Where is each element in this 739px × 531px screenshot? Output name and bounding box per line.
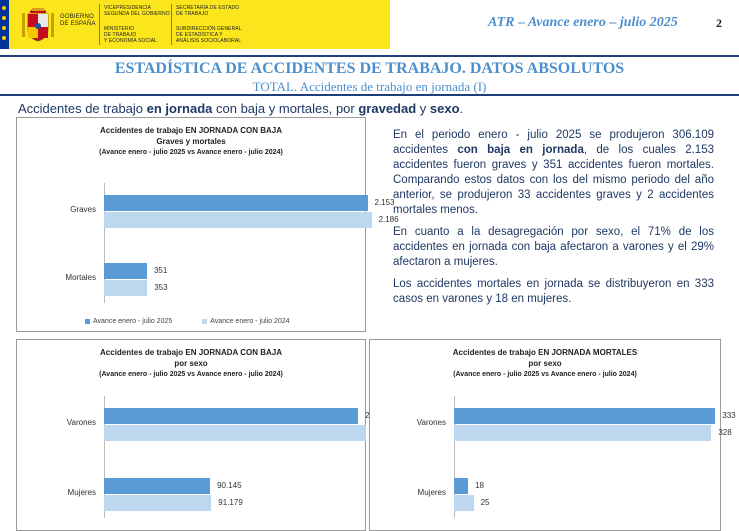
category-label: Mujeres bbox=[417, 488, 446, 497]
chart-period: (Avance enero - julio 2025 vs Avance ene… bbox=[99, 371, 283, 378]
summary-text-run: En el periodo enero - julio 2025 se prod… bbox=[393, 129, 714, 156]
gov-name: GOBIERNO DE ESPAÑA bbox=[60, 14, 96, 28]
data-label: 2.186 bbox=[378, 215, 399, 224]
heading-bold: gravedad bbox=[358, 101, 417, 116]
legend-swatch bbox=[202, 318, 208, 324]
data-label: 2.153 bbox=[374, 198, 395, 207]
subdireccion-label: SUBDIRECCIÓN GENERAL DE ESTADÍSTICA Y AN… bbox=[176, 26, 242, 44]
data-label: 328 bbox=[718, 428, 732, 437]
data-label: 18 bbox=[475, 481, 485, 490]
bar-2024 bbox=[454, 425, 712, 441]
bar-2024 bbox=[454, 495, 474, 511]
header-banner bbox=[0, 0, 390, 49]
chart-subtitle: por sexo bbox=[174, 359, 208, 368]
document-title: ATR – Avance enero – julio 2025 bbox=[488, 15, 678, 30]
heading-bold: en jornada bbox=[146, 101, 213, 116]
sub-title: TOTAL. Accidentes de trabajo en jornada … bbox=[252, 79, 487, 94]
gov-name-line: DE ESPAÑA bbox=[60, 21, 96, 27]
legend-label: Avance enero - julio 2025 bbox=[93, 318, 173, 325]
header-divider bbox=[99, 4, 100, 45]
vicepresidencia-label: VICEPRESIDENCIA SEGUNDA DEL GOBIERNO bbox=[104, 5, 170, 17]
heading-bold: sexo bbox=[429, 101, 460, 116]
legend-item: Avance enero - julio 2025 bbox=[85, 318, 172, 325]
secretaria-line: DE TRABAJO bbox=[176, 11, 209, 17]
summary-paragraph-1: En el periodo enero - julio 2025 se prod… bbox=[393, 128, 714, 218]
legend-label: Avance enero - julio 2024 bbox=[210, 318, 290, 325]
data-label: 353 bbox=[154, 283, 168, 292]
bar-2024 bbox=[104, 495, 212, 511]
eu-flag-strip bbox=[0, 0, 9, 49]
subdir-line: ANÁLISIS SOCIOLABORAL bbox=[176, 38, 242, 44]
bar-2024 bbox=[104, 280, 148, 296]
bar-2025 bbox=[454, 478, 469, 494]
secretaria-label: SECRETARÍA DE ESTADO DE TRABAJO bbox=[176, 5, 239, 17]
bar-2025 bbox=[104, 478, 211, 494]
chart-title-line: Accidentes de trabajo EN JORNADA CON BAJ… bbox=[100, 126, 282, 135]
heading-text: y bbox=[416, 101, 430, 116]
legend-item: Avance enero - julio 2024 bbox=[202, 318, 290, 325]
page-number: 2 bbox=[716, 16, 722, 30]
category-label: Varones bbox=[66, 418, 96, 427]
legend-swatch bbox=[85, 318, 90, 324]
summary-text: En el periodo enero - julio 2025 se prod… bbox=[393, 128, 714, 314]
data-label: 351 bbox=[153, 266, 168, 275]
coat-of-arms-icon bbox=[22, 8, 54, 42]
page-header: GOBIERNO DE ESPAÑA VICEPRESIDENCIA SEGUN… bbox=[0, 0, 739, 49]
chart-axis bbox=[454, 396, 455, 518]
data-label: 91.179 bbox=[218, 498, 243, 507]
bar-2024 bbox=[104, 212, 372, 228]
ministerio-line: DE TRABAJO bbox=[104, 32, 137, 38]
chart-subtitle: Graves y mortales bbox=[156, 137, 226, 146]
category-label: Mortales bbox=[65, 273, 96, 282]
main-title: ESTADÍSTICA DE ACCIDENTES DE TRABAJO. DA… bbox=[114, 60, 625, 77]
chart-legend: Avance enero - julio 2025 Avance enero - … bbox=[85, 318, 290, 325]
data-label: 25 bbox=[480, 498, 490, 507]
secretaria-line: SECRETARÍA DE ESTADO bbox=[176, 5, 240, 11]
bar-2025 bbox=[104, 408, 359, 424]
gov-name-line: GOBIERNO bbox=[60, 14, 94, 20]
summary-text-run: , de los cuales 2.153 accidentes fueron … bbox=[393, 144, 714, 216]
chart-subtitle: por sexo bbox=[528, 359, 562, 368]
chart-axis bbox=[104, 396, 105, 518]
chart-period: (Avance enero - julio 2025 vs Avance ene… bbox=[453, 371, 637, 378]
title-rule bbox=[0, 94, 739, 96]
chart-axis bbox=[104, 183, 105, 303]
chart-con-baja-por-sexo: Accidentes de trabajo EN JORNADA CON BAJ… bbox=[16, 339, 402, 531]
summary-text-bold: con baja en jornada bbox=[457, 144, 584, 156]
heading-text: Accidentes de trabajo bbox=[18, 101, 147, 116]
data-label: 90.145 bbox=[217, 481, 242, 490]
bar-2025 bbox=[104, 195, 368, 211]
heading-text: con baja y mortales, por bbox=[212, 101, 359, 116]
chart-title-line: Accidentes de trabajo EN JORNADA CON BAJ… bbox=[100, 348, 282, 357]
vicepres-line: SEGUNDA DEL GOBIERNO bbox=[104, 11, 170, 17]
subdir-line: DE ESTADÍSTICA Y bbox=[176, 32, 223, 38]
header-divider bbox=[171, 4, 172, 45]
header-rule bbox=[0, 55, 739, 57]
data-label: 333 bbox=[722, 411, 736, 420]
category-label: Graves bbox=[70, 205, 96, 214]
bar-2025 bbox=[104, 263, 147, 279]
ministerio-line: Y ECONOMÍA SOCIAL bbox=[104, 38, 158, 44]
ministerio-label: MINISTERIO DE TRABAJO Y ECONOMÍA SOCIAL bbox=[104, 26, 157, 44]
chart-title-line: Accidentes de trabajo EN JORNADA MORTALE… bbox=[452, 348, 638, 357]
section-heading: Accidentes de trabajo en jornada con baj… bbox=[18, 101, 463, 116]
heading-text: . bbox=[459, 101, 464, 116]
category-label: Varones bbox=[416, 418, 446, 427]
chart-title: Accidentes de trabajo EN JORNADA CON BAJ… bbox=[17, 347, 365, 380]
vicepres-line: VICEPRESIDENCIA bbox=[104, 5, 152, 11]
chart-title: Accidentes de trabajo EN JORNADA CON BAJ… bbox=[17, 125, 365, 158]
bar-2025 bbox=[454, 408, 716, 424]
chart-graves-mortales: Accidentes de trabajo EN JORNADA CON BAJ… bbox=[16, 117, 399, 332]
category-label: Mujeres bbox=[67, 488, 96, 497]
chart-title: Accidentes de trabajo EN JORNADA MORTALE… bbox=[370, 347, 720, 380]
ministerio-line: MINISTERIO bbox=[104, 26, 135, 32]
chart-mortales-por-sexo: Accidentes de trabajo EN JORNADA MORTALE… bbox=[369, 339, 736, 531]
summary-paragraph-3: Los accidentes mortales en jornada se di… bbox=[393, 278, 714, 305]
bar-2024 bbox=[104, 425, 367, 441]
chart-period: (Avance enero - julio 2025 vs Avance ene… bbox=[99, 149, 283, 156]
summary-paragraph-2: En cuanto a la desagregación por sexo, e… bbox=[393, 226, 714, 268]
subdir-line: SUBDIRECCIÓN GENERAL bbox=[176, 26, 242, 32]
